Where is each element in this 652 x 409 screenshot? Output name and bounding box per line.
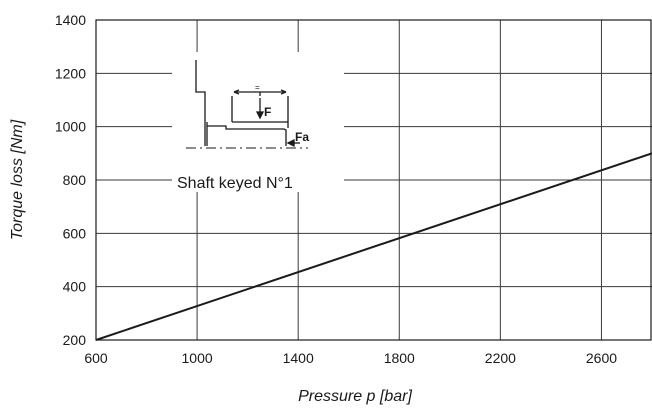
y-axis-label: Torque loss [Nm]: [9, 119, 26, 240]
x-tick-label-2600: 2600: [586, 350, 617, 366]
series-line-0: [95, 152, 652, 341]
y-tick-label-600: 600: [63, 225, 87, 241]
y-tick-label-200: 200: [63, 332, 87, 348]
y-tick-labels: 200 400 600 800 1000 1200 1400: [55, 12, 86, 348]
y-tick-label-1200: 1200: [55, 65, 86, 81]
x-tick-label-1800: 1800: [384, 350, 415, 366]
force-label: F: [264, 105, 271, 119]
y-tick-label-1400: 1400: [55, 12, 86, 28]
data-series: [95, 152, 652, 341]
shaft-drawing: [186, 60, 308, 149]
x-tick-label-1400: 1400: [283, 350, 314, 366]
y-tick-label-800: 800: [63, 172, 87, 188]
plot-frame: [95, 19, 652, 341]
inset-caption: Shaft keyed N°1: [177, 175, 293, 192]
x-tick-label-600: 600: [84, 350, 108, 366]
y-tick-label-400: 400: [63, 279, 87, 295]
x-tick-label-2200: 2200: [485, 350, 516, 366]
shaft-inset: = F Fa Shaft keyed N°1: [172, 52, 344, 192]
axial-force-label: Fa: [295, 130, 309, 144]
equal-mark: =: [255, 83, 260, 92]
x-tick-label-1000: 1000: [182, 350, 213, 366]
x-tick-labels: 600 1000 1400 1800 2200 2600: [84, 350, 617, 366]
y-tick-label-1000: 1000: [55, 119, 86, 135]
x-axis-label: Pressure p [bar]: [298, 388, 412, 405]
